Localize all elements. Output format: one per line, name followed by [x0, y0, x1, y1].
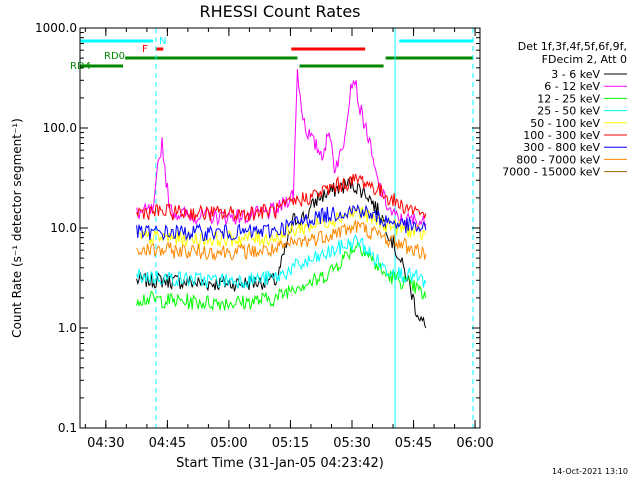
series-line: [136, 173, 427, 222]
legend-header-line1: Det 1f,3f,4f,5f,6f,9f,: [518, 40, 627, 53]
x-tick-label: 04:45: [149, 436, 186, 451]
legend-label: 12 - 25 keV: [537, 92, 600, 105]
legend-label: 50 - 100 keV: [530, 117, 600, 130]
legend-label: 7000 - 15000 keV: [502, 166, 600, 179]
legend-label: 6 - 12 keV: [544, 80, 600, 93]
legend-label: 800 - 7000 keV: [516, 153, 600, 166]
y-tick-label: 1.0: [58, 321, 77, 335]
y-tick-label: 10.0: [50, 221, 77, 235]
x-axis: 04:30 04:45 05:00 05:15 05:30 05:45 06:00: [84, 28, 494, 451]
annotation-F: F: [142, 44, 148, 55]
legend-label: 100 - 300 keV: [523, 129, 600, 142]
footer-timestamp: 14-Oct-2021 13:10: [552, 467, 628, 476]
attenuator-bars: [80, 39, 474, 68]
series-line: [136, 239, 427, 312]
y-tick-label: 1000.0: [35, 21, 77, 35]
x-tick-label: 05:30: [333, 436, 370, 451]
x-axis-label: Start Time (31-Jan-05 04:23:42): [176, 456, 384, 471]
x-tick-label: 05:00: [210, 436, 247, 451]
annotation-RD0: RD0: [104, 51, 125, 62]
series-lines: [136, 69, 427, 329]
x-tick-label: 05:15: [272, 436, 309, 451]
y-axis: 1000.0 100.0 10.0 1.0 0.1: [35, 21, 480, 435]
x-tick-label: 05:45: [395, 436, 432, 451]
series-line: [136, 177, 427, 329]
legend-label: 300 - 800 keV: [523, 141, 600, 154]
y-tick-label: 0.1: [58, 421, 77, 435]
series-line: [136, 234, 427, 289]
x-tick-label: 06:00: [456, 436, 493, 451]
annotation-RD4: RD4: [70, 61, 91, 72]
x-tick-label: 04:30: [87, 436, 124, 451]
legend-label: 25 - 50 keV: [537, 105, 600, 118]
y-axis-label: Count Rate (s⁻¹ detector segment⁻¹): [10, 118, 24, 338]
legend-header-line2: FDecim 2, Att 0: [542, 53, 627, 66]
series-line: [136, 206, 427, 248]
series-line: [136, 203, 427, 242]
annotation-N: N: [159, 36, 166, 47]
series-line: [136, 69, 427, 231]
y-tick-label: 100.0: [43, 121, 77, 135]
chart-title: RHESSI Count Rates: [200, 2, 361, 21]
legend-label: 3 - 6 keV: [551, 68, 600, 81]
series-line: [136, 220, 427, 262]
